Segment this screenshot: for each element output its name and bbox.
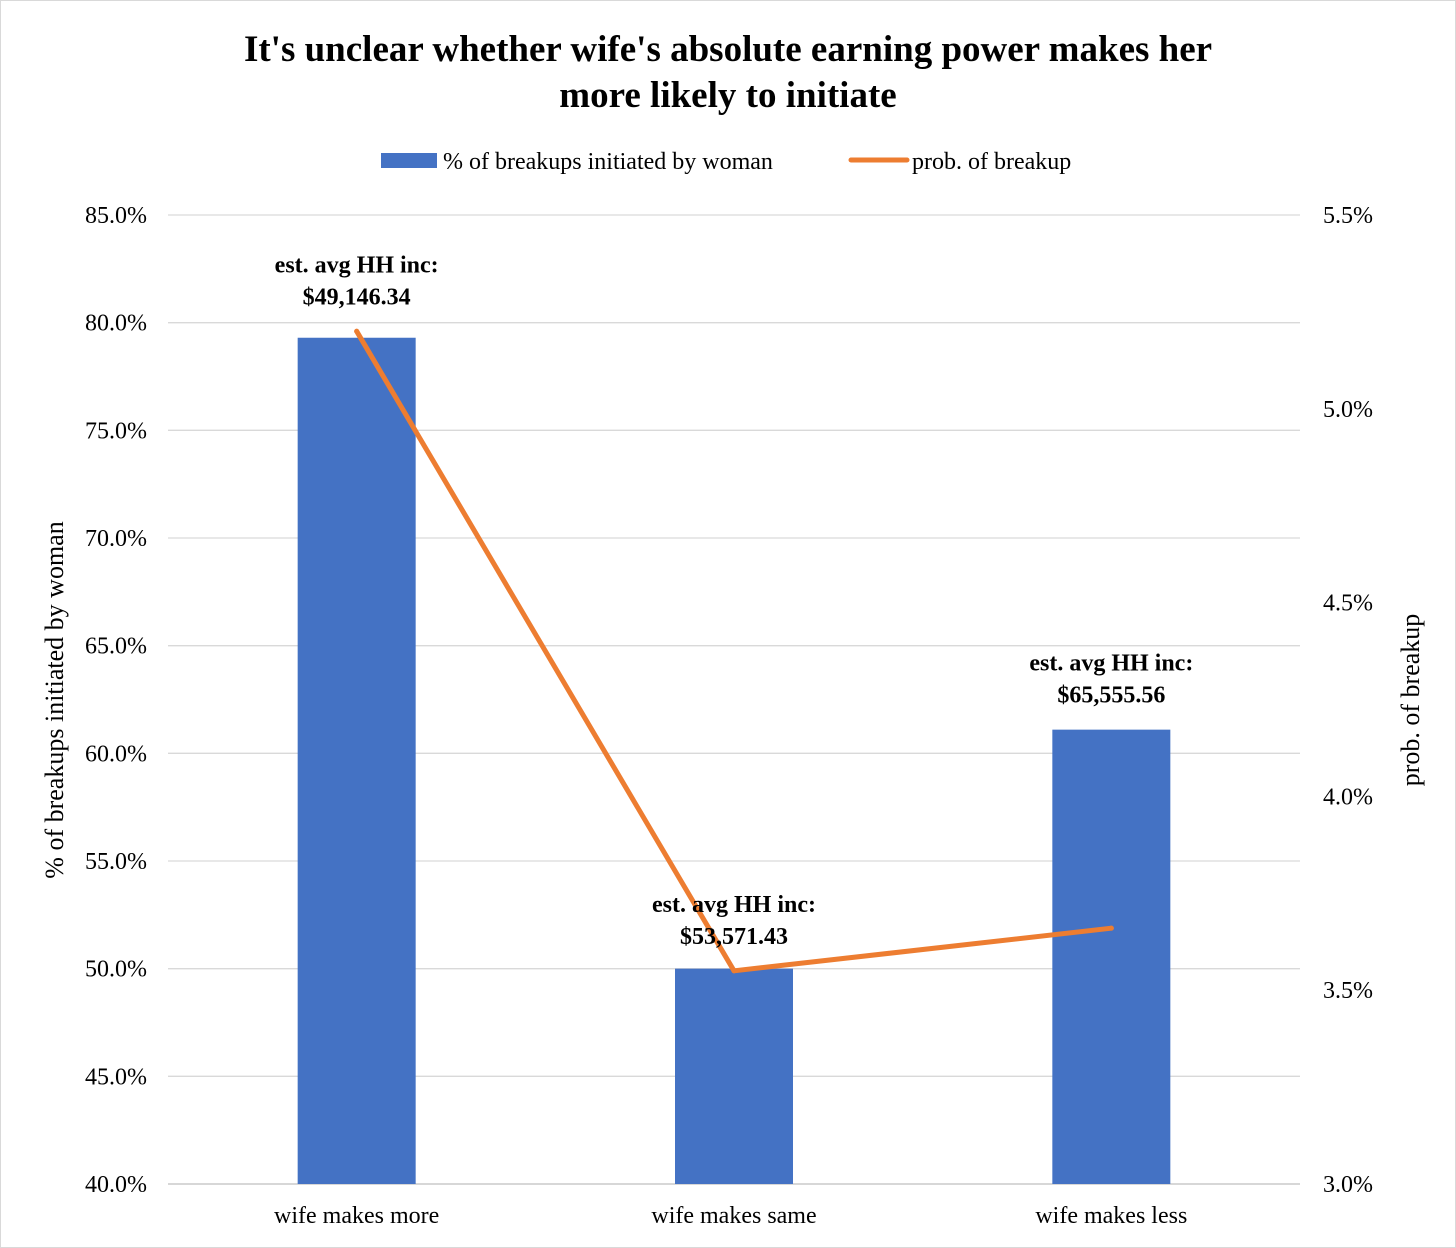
right-tick-label: 3.0% <box>1323 1172 1373 1198</box>
annotation-3-value: $65,555.56 <box>1057 683 1165 709</box>
left-axis-title: % of breakups initiated by woman <box>40 521 69 878</box>
right-axis-title: prob. of breakup <box>1396 614 1425 787</box>
right-tick-label: 5.5% <box>1323 203 1373 229</box>
legend-line-label: prob. of breakup <box>912 149 1071 175</box>
right-tick-label: 4.5% <box>1323 591 1373 617</box>
chart-title: It's unclear whether wife's absolute ear… <box>244 29 1212 116</box>
category-label: wife makes less <box>1035 1203 1187 1229</box>
left-tick-label: 65.0% <box>85 634 147 660</box>
left-tick-label: 55.0% <box>85 849 147 875</box>
left-tick-label: 75.0% <box>85 418 147 444</box>
annotation-3-label: est. avg HH inc: <box>1029 651 1193 677</box>
legend-bar-swatch <box>381 153 437 168</box>
annotation-1-label: est. avg HH inc: <box>275 252 439 278</box>
left-tick-label: 50.0% <box>85 957 147 983</box>
left-tick-label: 40.0% <box>85 1172 147 1198</box>
right-tick-label: 5.0% <box>1323 397 1373 423</box>
left-tick-label: 70.0% <box>85 526 147 552</box>
line-point-1 <box>354 328 360 334</box>
bar-2 <box>675 968 793 1184</box>
right-axis-ticks: 3.0% 3.5% 4.0% 4.5% 5.0% 5.5% <box>1323 203 1373 1198</box>
legend: % of breakups initiated by woman prob. o… <box>381 149 1071 175</box>
left-axis-ticks: 40.0% 45.0% 50.0% 55.0% 60.0% 65.0% 70.0% 75.0%… <box>85 203 147 1198</box>
annotation-2-label: est. avg HH inc: <box>652 892 816 918</box>
category-labels: wife makes more wife makes same wife makes… <box>274 1203 1187 1229</box>
prob-of-breakup-line <box>354 328 1114 974</box>
left-tick-label: 85.0% <box>85 203 147 229</box>
annotation-2-value: $53,571.43 <box>680 924 788 950</box>
bar-3 <box>1052 729 1171 1184</box>
legend-bar-label: % of breakups initiated by woman <box>443 149 773 175</box>
category-label: wife makes same <box>651 1203 816 1229</box>
left-tick-label: 60.0% <box>85 741 147 767</box>
right-tick-label: 3.5% <box>1323 978 1373 1004</box>
right-tick-label: 4.0% <box>1323 784 1373 810</box>
line-series <box>354 328 1114 974</box>
line-point-3 <box>1108 925 1114 931</box>
left-tick-label: 80.0% <box>85 311 147 337</box>
chart-title-line-1: It's unclear whether wife's absolute ear… <box>244 29 1212 70</box>
annotations: est. avg HH inc: $49,146.34 est. avg HH in… <box>275 252 1194 950</box>
bar-1 <box>297 337 416 1184</box>
left-tick-label: 45.0% <box>85 1064 147 1090</box>
line-point-2 <box>731 968 737 974</box>
bars <box>297 337 1171 1184</box>
annotation-1-value: $49,146.34 <box>303 284 411 310</box>
category-label: wife makes more <box>274 1203 439 1229</box>
chart-title-line-2: more likely to initiate <box>559 75 896 116</box>
